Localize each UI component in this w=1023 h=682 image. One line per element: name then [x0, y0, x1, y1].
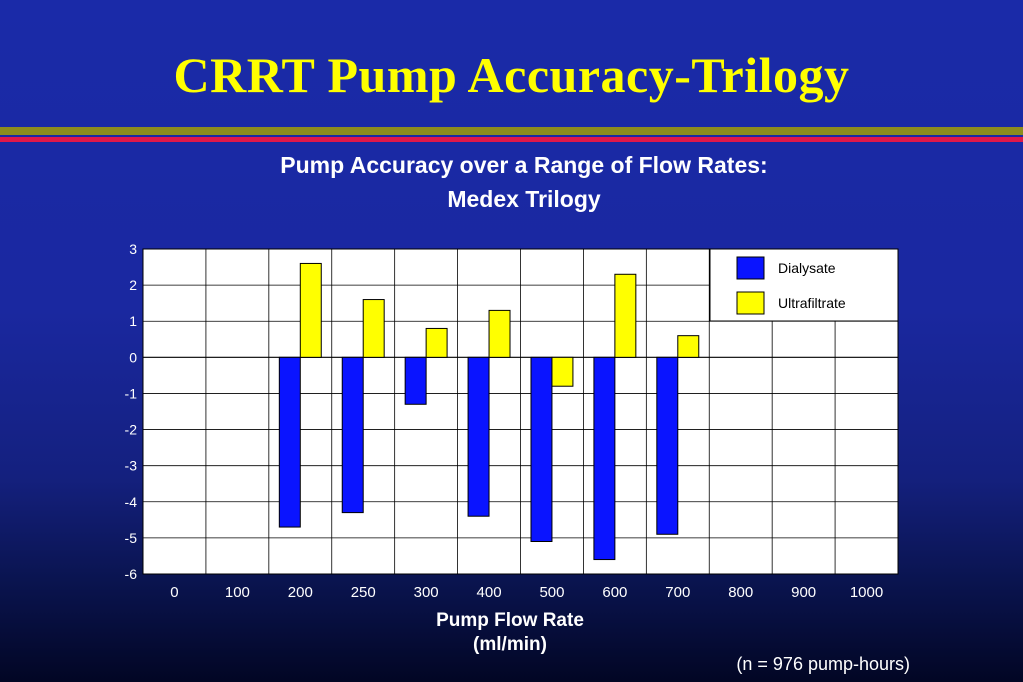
ultrafiltrate-bar [362, 299, 385, 358]
sample-size-note: (n = 976 pump-hours) [736, 654, 910, 674]
x-tick-label: 200 [288, 584, 313, 601]
chart-title-line1: Pump Accuracy over a Range of Flow Rates… [280, 152, 768, 178]
legend-swatch-dialysate [736, 256, 765, 280]
x-tick-label: 100 [225, 584, 250, 601]
dialysate-bar [530, 356, 553, 543]
y-tick-label: -5 [125, 530, 138, 546]
y-tick-label: 2 [129, 277, 137, 293]
dialysate-bar [404, 356, 427, 405]
y-tick-label: -1 [125, 385, 138, 401]
x-tick-label: 300 [414, 584, 439, 601]
x-tick-label: 250 [351, 584, 376, 601]
dialysate-bar [278, 356, 301, 528]
dialysate-bar [656, 356, 679, 535]
dialysate-bar [341, 356, 364, 514]
x-axis-title: Pump Flow Rate (ml/min) [380, 609, 640, 657]
x-tick-label: 700 [665, 584, 690, 601]
ultrafiltrate-bar [614, 273, 637, 358]
y-tick-label: -4 [125, 494, 138, 510]
ultrafiltrate-bar [425, 327, 448, 358]
x-axis-unit: (ml/min) [473, 634, 547, 655]
ultrafiltrate-bar [299, 262, 322, 358]
y-tick-label: -6 [125, 566, 138, 582]
y-tick-label: -2 [125, 422, 138, 438]
y-tick-label: 1 [129, 313, 137, 329]
legend-swatch-ultrafiltrate [736, 291, 765, 315]
x-tick-label: 0 [170, 584, 178, 601]
x-axis-label: Pump Flow Rate [436, 610, 584, 631]
chart-title: Pump Accuracy over a Range of Flow Rates… [0, 148, 1023, 216]
slide-title: CRRT Pump Accuracy-Trilogy [173, 47, 850, 103]
title-rule-olive [0, 127, 1023, 135]
y-tick-label: -3 [125, 458, 138, 474]
legend-label-ultrafiltrate: Ultrafiltrate [778, 295, 846, 311]
y-tick-label: 0 [129, 349, 137, 365]
legend-label-dialysate: Dialysate [778, 260, 836, 276]
x-tick-label: 600 [602, 584, 627, 601]
x-tick-label: 800 [728, 584, 753, 601]
x-tick-label: 400 [477, 584, 502, 601]
y-tick-label: 3 [129, 241, 137, 257]
dialysate-bar [593, 356, 616, 561]
x-tick-label: 900 [791, 584, 816, 601]
ultrafiltrate-bar [551, 356, 574, 387]
chart-title-line2: Medex Trilogy [447, 186, 601, 212]
ultrafiltrate-bar [488, 309, 511, 358]
x-tick-label: 1000 [850, 584, 883, 601]
title-rule-red [0, 137, 1023, 142]
x-tick-label: 500 [539, 584, 564, 601]
dialysate-bar [467, 356, 490, 517]
ultrafiltrate-bar [677, 335, 700, 358]
